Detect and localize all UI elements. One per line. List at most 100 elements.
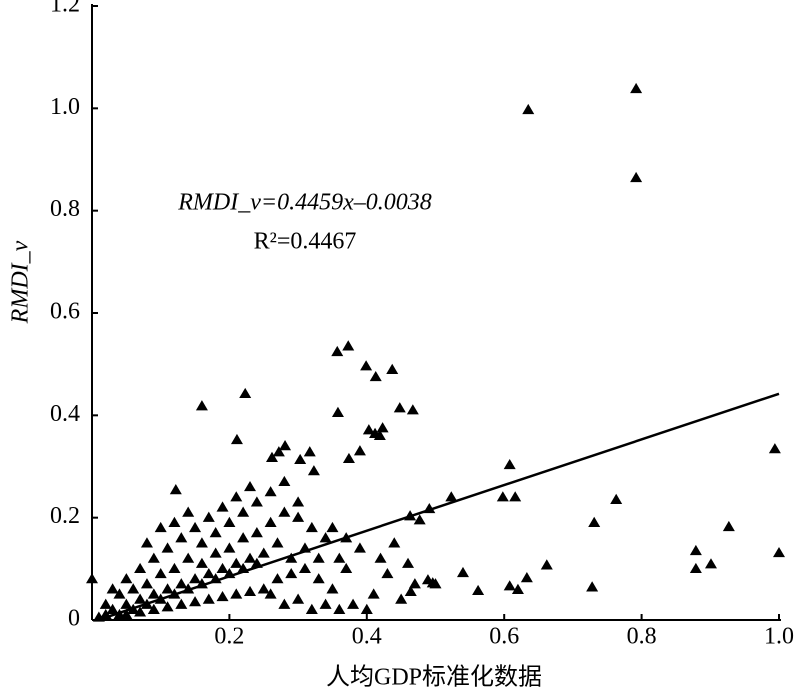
y-tick-label: 1.0 [50,94,80,120]
point [244,552,257,563]
point [230,557,243,568]
point [292,593,305,604]
point [257,583,270,594]
point [265,451,278,463]
point [307,465,320,476]
point [257,547,270,558]
point [294,453,307,465]
point [292,496,305,507]
point [264,486,277,497]
point [768,443,781,454]
point [278,506,291,517]
point [342,340,355,351]
point [168,516,181,527]
point [353,445,366,456]
point [326,521,339,533]
point [202,511,215,522]
trend-line [105,392,780,619]
point [169,484,182,495]
point [773,546,785,558]
point [175,598,188,609]
point [92,611,105,622]
point [360,603,373,614]
point [106,603,119,614]
point [540,559,553,570]
point [326,583,339,594]
point [333,552,346,563]
point [250,527,263,538]
point [340,562,353,574]
point [239,387,252,399]
point [376,422,389,433]
point [140,537,153,548]
point [154,567,167,579]
r-squared: R²=0.4467 [254,229,357,255]
point [230,433,243,445]
point [373,429,386,440]
point [404,585,417,597]
point [147,588,160,599]
point [216,562,229,574]
point [522,103,535,115]
point [154,521,167,533]
y-tick-label: 0.8 [50,196,80,222]
y-tick-label: 0 [68,606,80,632]
x-tick-label: 0.8 [627,624,657,650]
point [374,552,387,563]
point [147,603,160,614]
point [223,516,236,527]
point [230,491,243,502]
point [610,493,623,504]
point [689,544,702,556]
point [386,363,399,374]
point [202,593,215,604]
point [312,552,325,563]
point [127,583,140,594]
point [140,578,153,589]
point [395,593,408,604]
point [202,567,215,579]
point [331,406,344,417]
point [630,82,643,94]
point [209,547,222,558]
point [134,606,147,617]
x-tick-label: 0.2 [214,624,244,650]
point [271,537,284,548]
point [588,516,601,527]
point [406,404,419,415]
point [106,583,119,594]
point [195,537,208,548]
point [503,580,516,591]
point [134,562,147,574]
point [216,501,229,512]
x-axis-label: 人均GDP标准化数据 [326,664,542,691]
point [175,532,188,543]
x-tick-label: 1.0 [764,624,794,650]
point [586,581,599,592]
point [704,558,717,569]
point [264,588,277,599]
point [113,588,126,599]
point [319,598,332,609]
y-tick-label: 0.6 [50,299,80,325]
point [161,601,174,612]
point [408,578,421,589]
point [86,573,98,584]
point [472,584,485,596]
point [689,562,702,574]
point [134,593,147,604]
y-tick-label: 0.4 [50,401,80,427]
point [445,491,458,502]
point [223,542,236,553]
point [333,603,346,614]
point [413,514,426,525]
equation: RMDI_v=0.4459x–0.0038 [177,190,431,216]
point [195,557,208,568]
point [285,552,298,563]
point [237,506,250,517]
point [195,400,208,411]
x-tick-label: 0.4 [352,624,382,650]
y-axis-label: RMDI_v [8,240,34,324]
point [496,491,509,502]
point [362,424,375,435]
